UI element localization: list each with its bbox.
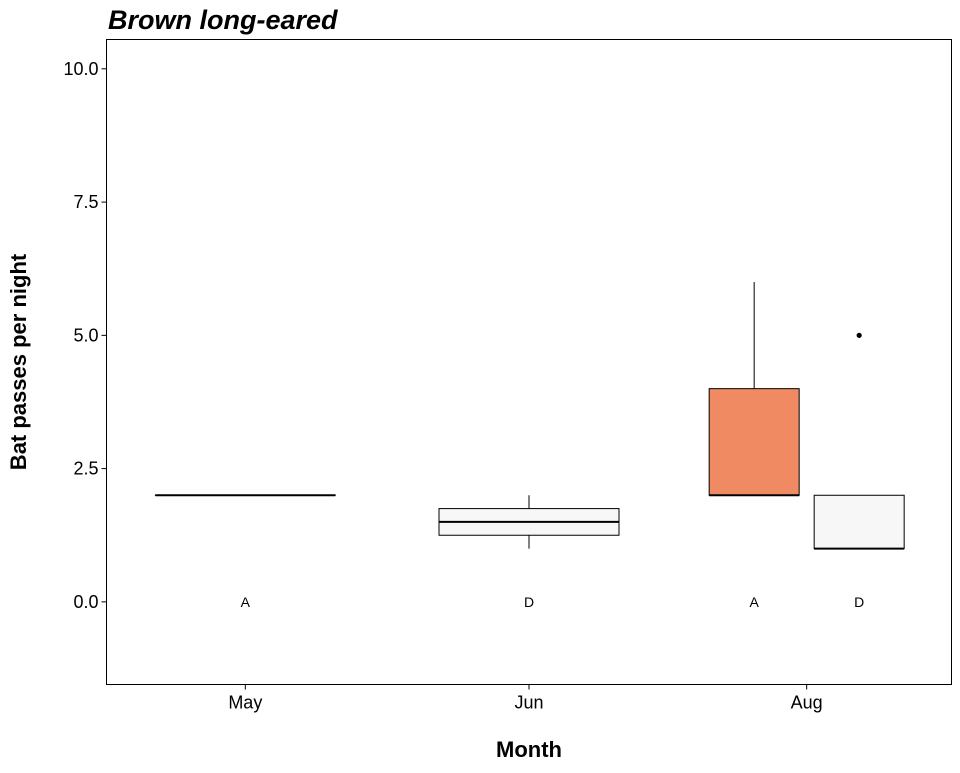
y-tick-label: 7.5 — [73, 192, 98, 212]
group-label: A — [241, 594, 251, 610]
outlier-point — [857, 333, 862, 338]
group-label: D — [524, 594, 534, 610]
x-tick-label: Aug — [791, 693, 823, 713]
y-tick-label: 0.0 — [73, 592, 98, 612]
x-axis: May Jun Aug — [228, 685, 822, 713]
y-tick-label: 2.5 — [73, 459, 98, 479]
x-tick-label: May — [228, 693, 262, 713]
group-label: A — [749, 594, 759, 610]
y-axis: 0.0 2.5 5.0 7.5 10.0 — [63, 59, 106, 612]
plot-panel — [107, 40, 952, 685]
group-label: D — [854, 594, 864, 610]
x-tick-label: Jun — [514, 693, 543, 713]
y-axis-title: Bat passes per night — [6, 253, 31, 470]
box-body — [814, 495, 904, 548]
chart-title: Brown long-eared — [108, 5, 338, 35]
x-axis-title: Month — [496, 737, 562, 762]
y-tick-label: 5.0 — [73, 325, 98, 345]
y-tick-label: 10.0 — [63, 59, 98, 79]
box-body — [709, 389, 799, 496]
